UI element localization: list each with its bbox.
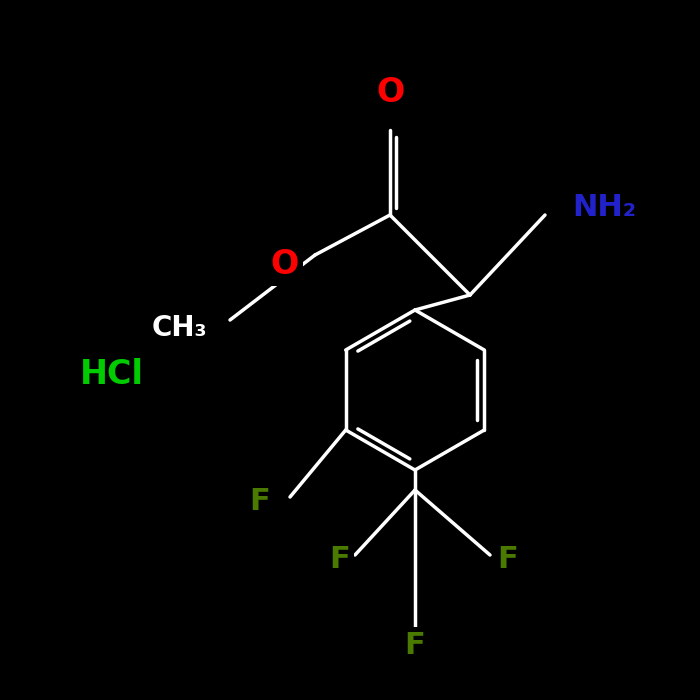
Text: O: O bbox=[271, 248, 299, 281]
Text: F: F bbox=[330, 545, 351, 575]
Text: F: F bbox=[249, 487, 270, 517]
Text: F: F bbox=[405, 631, 426, 659]
Text: NH₂: NH₂ bbox=[572, 193, 636, 223]
Text: HCl: HCl bbox=[80, 358, 144, 391]
Text: F: F bbox=[498, 545, 519, 575]
Text: CH₃: CH₃ bbox=[151, 314, 207, 342]
Text: O: O bbox=[376, 76, 404, 108]
